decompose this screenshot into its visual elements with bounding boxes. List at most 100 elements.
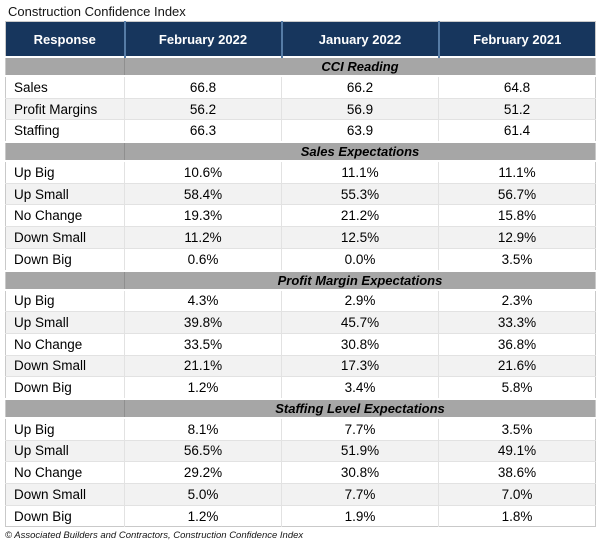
- cell-value: 56.5%: [124, 439, 282, 462]
- cell-value: 11.2%: [124, 226, 282, 249]
- table-row: Down Big 0.6% 0.0% 3.5%: [5, 247, 596, 271]
- section-header-row: CCI Reading: [5, 56, 596, 77]
- table-row: Up Small 58.4% 55.3% 56.7%: [5, 182, 596, 205]
- row-label: Sales: [5, 75, 125, 99]
- row-label: Up Small: [5, 182, 125, 205]
- cell-value: 29.2%: [124, 461, 282, 484]
- table-row: Down Small 11.2% 12.5% 12.9%: [5, 226, 596, 249]
- cell-value: 66.8: [124, 75, 282, 99]
- cell-value: 51.2: [438, 97, 596, 120]
- page-title: Construction Confidence Index: [8, 4, 186, 19]
- cell-value: 21.2%: [281, 204, 439, 227]
- table-row: Down Small 21.1% 17.3% 21.6%: [5, 354, 596, 377]
- column-header-feb-2022: February 2022: [123, 21, 282, 57]
- cell-value: 17.3%: [281, 354, 439, 377]
- cell-value: 10.6%: [124, 160, 282, 184]
- cell-value: 30.8%: [281, 461, 439, 484]
- table-row: No Change 29.2% 30.8% 38.6%: [5, 461, 596, 484]
- cell-value: 64.8: [438, 75, 596, 99]
- row-label: Down Small: [5, 483, 125, 506]
- cell-value: 56.7%: [438, 182, 596, 205]
- table-row: Staffing 66.3 63.9 61.4: [5, 119, 596, 143]
- table-row: Down Big 1.2% 3.4% 5.8%: [5, 376, 596, 399]
- table-row: Up Big 8.1% 7.7% 3.5%: [5, 417, 596, 441]
- header-row: Response February 2022 January 2022 Febr…: [5, 21, 596, 57]
- cell-value: 15.8%: [438, 204, 596, 227]
- section-header-spacer: [5, 397, 125, 419]
- row-label: No Change: [5, 461, 125, 484]
- table-row: Up Small 39.8% 45.7% 33.3%: [5, 311, 596, 334]
- table-row: Down Big 1.2% 1.9% 1.8%: [5, 504, 596, 527]
- cell-value: 21.6%: [438, 354, 596, 377]
- cell-value: 49.1%: [438, 439, 596, 462]
- cell-value: 39.8%: [124, 311, 282, 334]
- cell-value: 33.5%: [124, 332, 282, 356]
- cell-value: 4.3%: [124, 288, 282, 312]
- cell-value: 19.3%: [124, 204, 282, 227]
- table-row: Sales 66.8 66.2 64.8: [5, 75, 596, 99]
- cell-value: 63.9: [281, 119, 439, 143]
- cell-value: 33.3%: [438, 311, 596, 334]
- cell-value: 1.9%: [281, 504, 439, 527]
- cell-value: 7.0%: [438, 483, 596, 506]
- column-header-response: Response: [5, 21, 125, 57]
- cell-value: 7.7%: [281, 417, 439, 441]
- cell-value: 21.1%: [124, 354, 282, 377]
- cell-value: 0.6%: [124, 247, 282, 271]
- table-row: Up Small 56.5% 51.9% 49.1%: [5, 439, 596, 462]
- section-header-spacer: [5, 56, 125, 77]
- section-title: CCI Reading: [124, 56, 596, 77]
- cell-value: 61.4: [438, 119, 596, 143]
- section-header-row: Staffing Level Expectations: [5, 397, 596, 419]
- table-header: Response February 2022 January 2022 Febr…: [5, 21, 596, 57]
- row-label: Staffing: [5, 119, 125, 143]
- section-header-spacer: [5, 269, 125, 291]
- cell-value: 55.3%: [281, 182, 439, 205]
- row-label: Down Big: [5, 376, 125, 399]
- row-label: No Change: [5, 332, 125, 356]
- cell-value: 3.4%: [281, 376, 439, 399]
- cell-value: 45.7%: [281, 311, 439, 334]
- cell-value: 0.0%: [281, 247, 439, 271]
- row-label: No Change: [5, 204, 125, 227]
- row-label: Down Big: [5, 504, 125, 527]
- row-label: Down Small: [5, 354, 125, 377]
- cell-value: 56.2: [124, 97, 282, 120]
- cell-value: 1.8%: [438, 504, 596, 527]
- cell-value: 66.3: [124, 119, 282, 143]
- section-title: Staffing Level Expectations: [124, 397, 596, 419]
- table-row: No Change 19.3% 21.2% 15.8%: [5, 204, 596, 227]
- row-label: Up Small: [5, 311, 125, 334]
- row-label: Up Big: [5, 288, 125, 312]
- cell-value: 1.2%: [124, 376, 282, 399]
- cell-value: 51.9%: [281, 439, 439, 462]
- cci-table: Response February 2022 January 2022 Febr…: [5, 21, 596, 528]
- table-row: Down Small 5.0% 7.7% 7.0%: [5, 483, 596, 506]
- row-label: Down Small: [5, 226, 125, 249]
- cell-value: 12.5%: [281, 226, 439, 249]
- section-title: Profit Margin Expectations: [124, 269, 596, 291]
- cell-value: 7.7%: [281, 483, 439, 506]
- row-label: Down Big: [5, 247, 125, 271]
- cell-value: 38.6%: [438, 461, 596, 484]
- row-label: Up Big: [5, 160, 125, 184]
- cell-value: 36.8%: [438, 332, 596, 356]
- row-label: Up Big: [5, 417, 125, 441]
- cell-value: 3.5%: [438, 247, 596, 271]
- cell-value: 12.9%: [438, 226, 596, 249]
- section-header-row: Profit Margin Expectations: [5, 269, 596, 291]
- row-label: Up Small: [5, 439, 125, 462]
- table-row: Up Big 4.3% 2.9% 2.3%: [5, 288, 596, 312]
- source-attribution: © Associated Builders and Contractors, C…: [5, 530, 304, 542]
- cell-value: 1.2%: [124, 504, 282, 527]
- row-label: Profit Margins: [5, 97, 125, 120]
- cell-value: 11.1%: [438, 160, 596, 184]
- cell-value: 66.2: [281, 75, 439, 99]
- cell-value: 5.8%: [438, 376, 596, 399]
- cell-value: 5.0%: [124, 483, 282, 506]
- table-row: Profit Margins 56.2 56.9 51.2: [5, 97, 596, 120]
- table-row: Up Big 10.6% 11.1% 11.1%: [5, 160, 596, 184]
- table-row: No Change 33.5% 30.8% 36.8%: [5, 332, 596, 356]
- section-header-spacer: [5, 141, 125, 163]
- column-header-jan-2022: January 2022: [280, 21, 439, 57]
